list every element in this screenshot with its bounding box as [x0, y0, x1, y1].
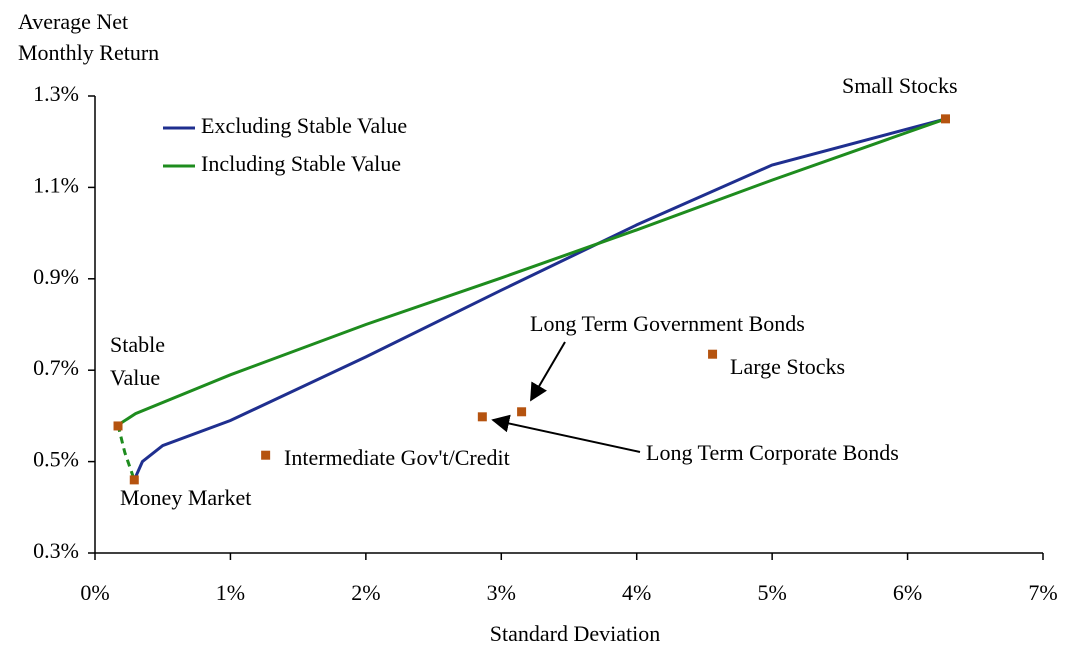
- data-point: [517, 407, 527, 417]
- point-label: Large Stocks: [730, 354, 846, 379]
- x-tick-label: 4%: [622, 580, 651, 605]
- point-label: Small Stocks: [842, 73, 958, 98]
- annotation-arrow: [530, 341, 566, 402]
- x-tick-label: 1%: [216, 580, 245, 605]
- point-label: Long Term Government Bonds: [530, 311, 805, 336]
- x-tick-label: 3%: [487, 580, 516, 605]
- frontier-line: [117, 117, 946, 427]
- legend-label: Including Stable Value: [201, 151, 401, 176]
- x-axis-title: Standard Deviation: [490, 621, 660, 646]
- y-tick-label: 0.9%: [33, 264, 79, 289]
- x-tick-label: 7%: [1028, 580, 1057, 605]
- y-tick-label: 1.3%: [33, 81, 79, 106]
- x-tick-label: 2%: [351, 580, 380, 605]
- x-tick-label: 6%: [893, 580, 922, 605]
- x-tick-label: 0%: [80, 580, 109, 605]
- y-tick-label: 0.3%: [33, 538, 79, 563]
- point-label: Long Term Corporate Bonds: [646, 440, 899, 465]
- point-label: Stable Value: [110, 332, 165, 390]
- point-label: Intermediate Gov't/Credit: [284, 445, 510, 470]
- frontier-line: [132, 117, 946, 481]
- data-point: [113, 421, 123, 431]
- y-tick-label: 1.1%: [33, 172, 79, 197]
- data-point: [477, 412, 487, 422]
- data-point: [129, 475, 139, 485]
- x-tick-label: 5%: [757, 580, 786, 605]
- frontier-line: [116, 424, 136, 481]
- legend-label: Excluding Stable Value: [201, 113, 407, 138]
- data-point: [940, 114, 950, 124]
- data-point: [261, 450, 271, 460]
- data-point: [708, 349, 718, 359]
- y-tick-label: 0.5%: [33, 447, 79, 472]
- y-axis-title: Average Net Monthly Return: [18, 9, 160, 65]
- point-label: Money Market: [120, 485, 252, 510]
- annotation-arrow: [491, 414, 641, 453]
- y-tick-label: 0.7%: [33, 355, 79, 380]
